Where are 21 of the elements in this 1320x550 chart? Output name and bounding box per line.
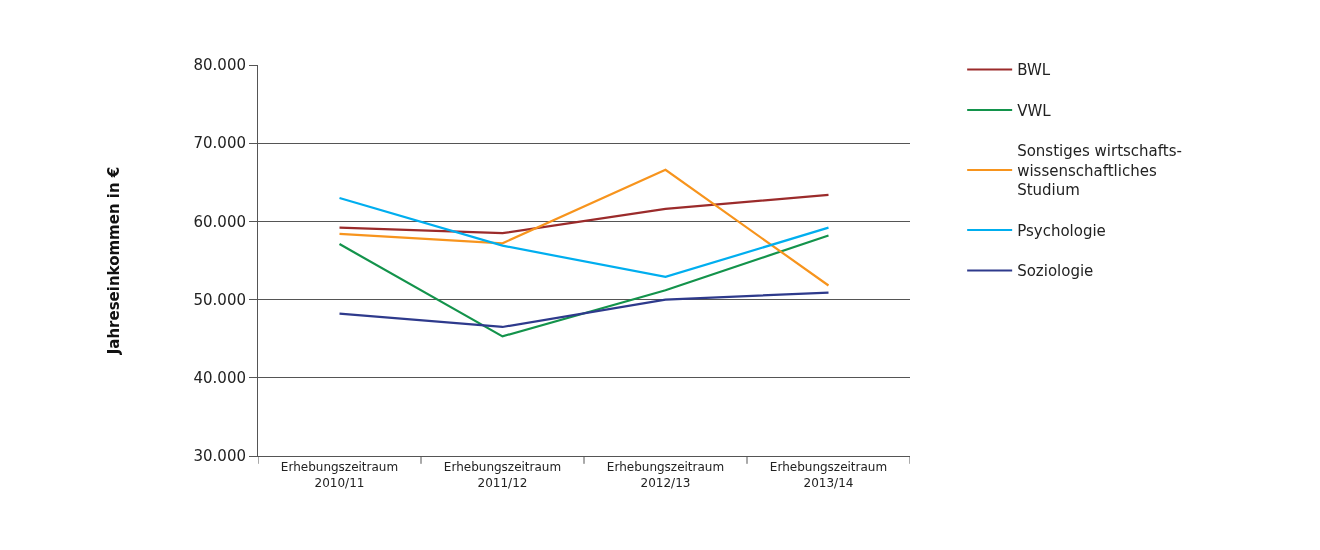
legend-label: Soziologie bbox=[1017, 262, 1094, 281]
legend-label: Sonstiges wirtschafts- wissenschaftliches Studium bbox=[1017, 142, 1182, 200]
legend-label: Psychologie bbox=[1017, 221, 1106, 240]
x-tick-label: Erhebungszeitraum 2012/13 bbox=[606, 460, 725, 490]
line-series bbox=[338, 291, 830, 329]
x-tick-label: Erhebungszeitraum 2011/12 bbox=[443, 460, 562, 490]
legend-label: VWL bbox=[1017, 101, 1052, 120]
y-axis-title: Jahreseinkommen in € bbox=[104, 166, 123, 356]
line-series bbox=[338, 234, 830, 338]
line-series bbox=[338, 168, 830, 287]
legend-label: BWL bbox=[1017, 61, 1051, 80]
y-tick-label: 80.000 bbox=[193, 56, 246, 75]
y-tick-label: 40.000 bbox=[193, 369, 246, 388]
line-series bbox=[338, 196, 830, 279]
line-series bbox=[338, 193, 830, 235]
y-tick-label: 60.000 bbox=[193, 212, 246, 231]
y-tick-label: 70.000 bbox=[193, 134, 246, 153]
y-tick-label: 50.000 bbox=[193, 290, 246, 309]
x-tick-label: Erhebungszeitraum 2013/14 bbox=[769, 460, 888, 490]
y-tick-label: 30.000 bbox=[193, 447, 246, 466]
x-tick-label: Erhebungszeitraum 2010/11 bbox=[280, 460, 399, 490]
